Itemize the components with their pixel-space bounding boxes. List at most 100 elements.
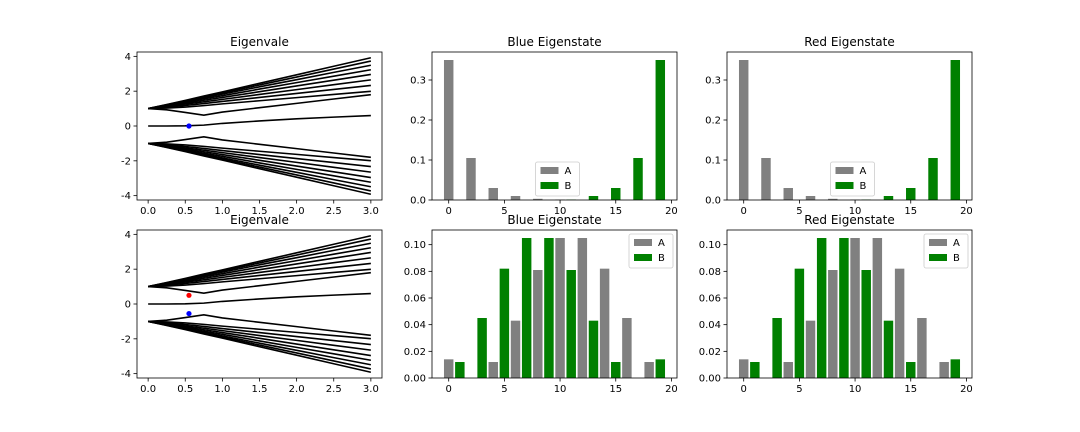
x-tick-label: 15 (609, 384, 622, 395)
chart-title: Eigenvale (230, 35, 289, 49)
legend-swatch-A (835, 167, 854, 174)
legend: AB (535, 161, 580, 197)
x-tick-label: 10 (849, 206, 862, 217)
x-tick-label: 15 (904, 384, 917, 395)
x-tick-label: 10 (554, 384, 567, 395)
y-tick-label: 0.1 (705, 156, 721, 167)
axes-frame (431, 229, 678, 379)
legend-label-B: B (658, 253, 665, 264)
x-tick-label: 15 (904, 206, 917, 217)
bar-A-0 (443, 60, 454, 200)
x-tick-label: 1.0 (214, 384, 230, 395)
chart-title: Eigenvale (230, 213, 289, 227)
x-tick-label: 5 (796, 384, 802, 395)
legend-label-A: A (565, 166, 572, 177)
bar-A-1 (466, 158, 476, 200)
x-tick-label: 20 (960, 384, 973, 395)
y-tick-label: -4 (121, 191, 131, 202)
bar-B-7 (611, 362, 621, 378)
eigenvalue-line-zero (148, 114, 371, 127)
subplot-p6: Red Eigenstate 0 5 10 15 20 0.00 0.02 0.04 0.06 0.… (699, 213, 973, 395)
bar-B-8 (633, 158, 643, 200)
legend: AB (923, 233, 969, 269)
x-tick-label: 10 (849, 384, 862, 395)
x-tick-label: 3.0 (363, 384, 379, 395)
eigenvalue-line-lower-8 (148, 313, 371, 337)
y-tick-label: -2 (121, 334, 131, 345)
x-tick-label: 10 (554, 206, 567, 217)
chart-title: Blue Eigenstate (507, 213, 601, 227)
y-tick-label: -4 (121, 369, 131, 380)
bar-A-4 (828, 198, 838, 200)
x-tick-label: 1.5 (252, 206, 268, 217)
bar-A-4 (828, 270, 838, 378)
x-tick-label: 0.5 (177, 384, 193, 395)
eigenvalue-marker-1 (186, 310, 192, 317)
eigenvalue-line-lower-7 (148, 320, 371, 340)
x-tick-label: 20 (960, 206, 973, 217)
bar-B-6 (588, 320, 599, 378)
y-tick-label: 0.04 (699, 320, 721, 331)
plot-area (147, 234, 372, 374)
legend-swatch-B (929, 254, 947, 261)
bar-A-2 (488, 188, 498, 200)
y-tick-label: 0.0 (410, 196, 426, 207)
bar-B-9 (655, 359, 666, 378)
x-tick-label: 0 (446, 206, 452, 217)
chart-title: Red Eigenstate (804, 213, 895, 227)
bar-A-2 (783, 362, 793, 378)
y-tick-label: 0.04 (404, 320, 426, 331)
y-tick-label: 0.10 (699, 240, 721, 251)
plot-area (738, 60, 961, 200)
x-tick-label: 15 (609, 206, 622, 217)
chart-title: Red Eigenstate (804, 35, 895, 49)
y-tick-label: 0.06 (699, 294, 721, 305)
legend-swatch-A (634, 239, 652, 246)
y-tick-label: 2 (125, 265, 131, 276)
legend-swatch-B (634, 254, 652, 261)
eigenvalue-line-lower-5 (148, 142, 371, 173)
bar-B-0 (455, 362, 465, 378)
eigenvalue-marker-0 (186, 292, 192, 298)
bar-A-7 (599, 268, 610, 378)
bar-A-9 (644, 362, 654, 378)
bar-A-6 (577, 238, 588, 378)
bar-A-2 (783, 188, 793, 200)
x-tick-label: 0 (741, 206, 747, 217)
bar-B-2 (794, 268, 805, 378)
bar-A-5 (555, 238, 565, 378)
legend-label-A: A (953, 238, 960, 249)
bar-B-9 (655, 60, 666, 200)
y-tick-label: 4 (125, 230, 131, 241)
y-tick-label: 0.3 (705, 76, 721, 87)
bar-A-5 (850, 238, 860, 378)
x-tick-label: 1.0 (214, 206, 230, 217)
eigenvalue-marker-0 (186, 123, 192, 129)
x-tick-label: 2.5 (326, 206, 342, 217)
eigenvalue-line-lower-6 (148, 320, 371, 346)
bar-B-1 (772, 318, 782, 378)
bar-A-3 (805, 196, 816, 200)
x-tick-label: 1.5 (252, 384, 268, 395)
chart-title: Blue Eigenstate (507, 35, 601, 49)
legend-label-A: A (860, 166, 867, 177)
legend-swatch-A (540, 167, 559, 174)
subplot-p5: Blue Eigenstate 0 5 10 15 20 0.00 0.02 0.04 0.06 0… (404, 213, 678, 395)
bar-B-4 (544, 238, 554, 378)
bar-A-3 (805, 320, 816, 378)
bar-B-4 (839, 238, 849, 378)
x-tick-label: 2.5 (326, 384, 342, 395)
bar-B-9 (950, 359, 961, 378)
bar-B-3 (816, 238, 827, 378)
bar-A-8 (622, 318, 632, 378)
y-tick-label: 0.08 (404, 267, 426, 278)
bar-A-9 (939, 362, 949, 378)
bar-A-6 (872, 238, 883, 378)
subplot-p4: Eigenvale 0.0 0.5 1.0 1.5 2.0 2.5 3.0 -4 -2 0 2 4 (121, 213, 383, 395)
bar-B-3 (521, 238, 532, 378)
x-tick-label: 5 (796, 206, 802, 217)
bar-A-4 (533, 270, 543, 378)
legend-swatch-B (835, 182, 854, 189)
y-tick-label: 4 (125, 52, 131, 63)
